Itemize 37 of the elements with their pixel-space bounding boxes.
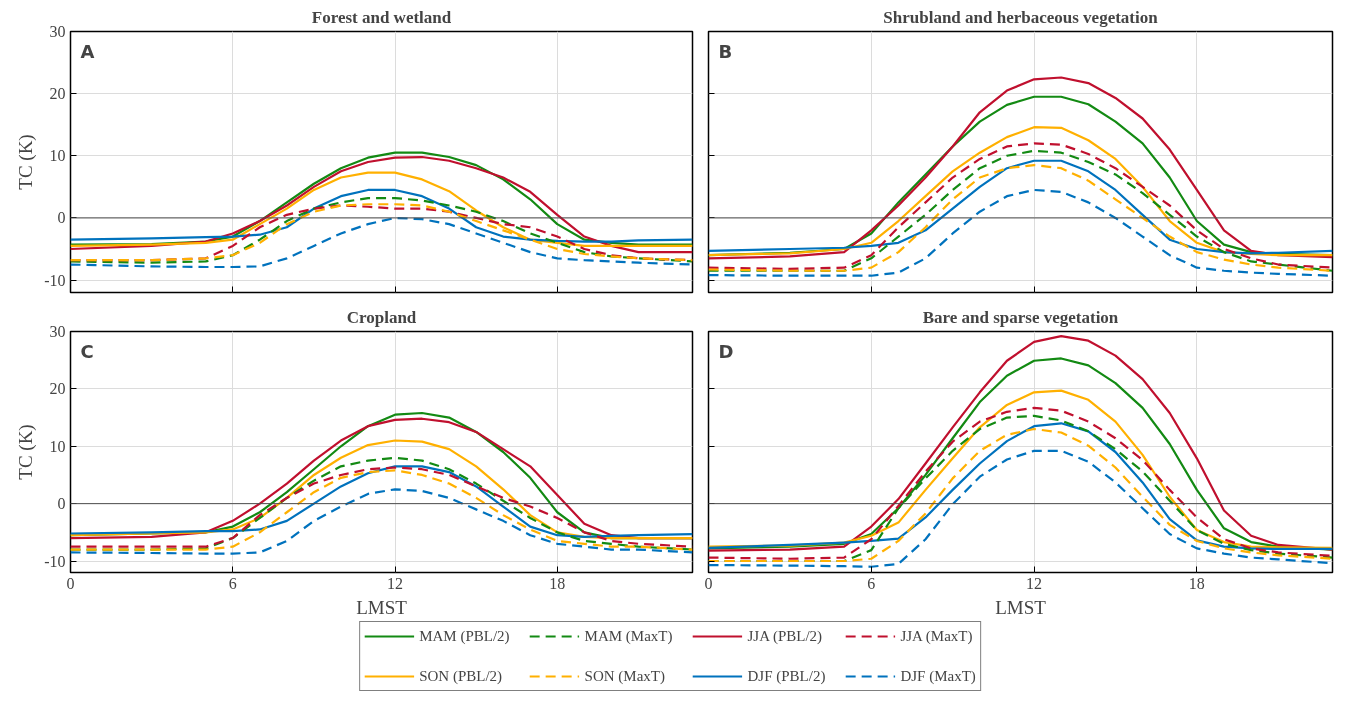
y-axis-title: TC (K): [15, 134, 38, 190]
y-tick-label: 0: [57, 209, 66, 227]
chart-title: Cropland: [346, 307, 417, 327]
annotation: C: [80, 340, 94, 362]
y-tick-label: 30: [49, 23, 66, 40]
y-tick-label: -10: [44, 271, 66, 289]
legend-label: MAM (PBL/2): [419, 627, 510, 645]
x-tick-label: 18: [1188, 574, 1205, 592]
y-tick-label: 20: [49, 85, 66, 103]
annotation: B: [718, 40, 733, 62]
legend-label: DJF (PBL/2): [747, 667, 826, 685]
legend-label: SON (PBL/2): [419, 667, 503, 685]
x-tick-label: 12: [387, 574, 404, 592]
y-tick-label: -10: [44, 552, 66, 570]
x-axis-title: LMST: [995, 596, 1047, 618]
chart-title: Bare and sparse vegetation: [922, 307, 1119, 327]
y-tick-label: 10: [49, 437, 66, 455]
x-tick-label: 6: [867, 574, 876, 592]
legend-label: JJA (MaxT): [900, 627, 973, 645]
annotation: D: [718, 340, 734, 362]
x-tick-label: 6: [228, 574, 237, 592]
legend-label: MAM (MaxT): [584, 627, 673, 645]
chart-title: Shrubland and herbaceous vegetation: [883, 7, 1159, 27]
y-axis-title: TC (K): [15, 424, 38, 480]
legend-label: SON (MaxT): [584, 667, 665, 685]
y-tick-label: 30: [49, 323, 66, 340]
x-tick-label: 0: [704, 574, 713, 592]
legend-label: JJA (PBL/2): [747, 627, 823, 645]
y-tick-label: 10: [49, 147, 66, 165]
x-tick-label: 12: [1026, 574, 1043, 592]
y-tick-label: 20: [49, 380, 66, 398]
x-tick-label: 18: [549, 574, 566, 592]
legend-label: DJF (MaxT): [900, 667, 976, 685]
chart-title: Forest and wetland: [311, 7, 452, 27]
y-tick-label: 0: [57, 495, 66, 513]
x-axis-title: LMST: [356, 596, 408, 618]
annotation: A: [80, 40, 95, 62]
